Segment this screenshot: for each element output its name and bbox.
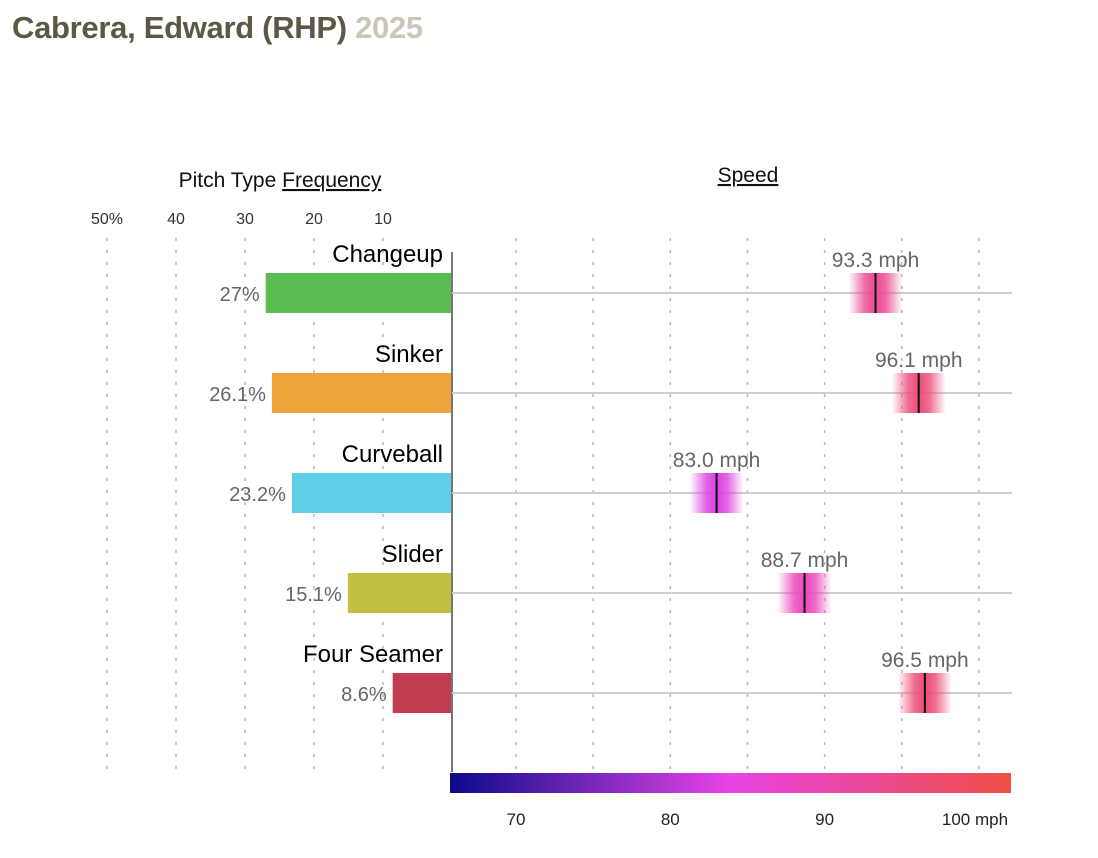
frequency-chart: Pitch Type Frequency 50% 40 30 20 10 Changeup 2… <box>91 169 453 772</box>
frequency-value-label: 23.2% <box>229 484 286 506</box>
frequency-value-label: 27% <box>220 284 260 306</box>
page-title: Cabrera, Edward (RHP) 2025 <box>12 10 423 46</box>
pitch-type-label: Curveball <box>342 441 443 468</box>
frequency-bar <box>265 273 452 313</box>
frequency-bar <box>271 373 452 413</box>
frequency-bar <box>291 473 452 513</box>
frequency-value-label: 15.1% <box>285 584 342 606</box>
frequency-title-link[interactable]: Frequency <box>282 169 382 192</box>
speed-color-scale <box>450 773 1011 793</box>
speed-value-label: 83.0 mph <box>673 449 761 472</box>
frequency-title-prefix: Pitch Type <box>179 169 283 192</box>
player-name: Cabrera, Edward (RHP) <box>12 10 347 45</box>
frequency-tick-label: 10 <box>374 211 392 228</box>
pitch-type-label: Sinker <box>375 341 443 368</box>
speed-tick-label: 100 mph <box>942 810 1008 829</box>
pitch-type-label: Four Seamer <box>303 641 443 668</box>
speed-value-label: 96.5 mph <box>881 649 969 672</box>
speed-tick-label: 80 <box>661 810 680 829</box>
speed-value-label: 88.7 mph <box>761 549 849 572</box>
frequency-value-label: 8.6% <box>341 684 387 706</box>
frequency-bar <box>392 673 452 713</box>
frequency-tick-label: 30 <box>236 211 254 228</box>
speed-title[interactable]: Speed <box>718 164 779 187</box>
pitch-type-label: Changeup <box>332 241 443 268</box>
speed-value-label: 93.3 mph <box>832 249 920 272</box>
speed-chart: Speed 93.3 mph 96.1 mph 83.0 mph 88.7 mph 96.… <box>450 164 1012 829</box>
frequency-tick-label: 40 <box>167 211 185 228</box>
frequency-bar <box>347 573 452 613</box>
frequency-title: Pitch Type Frequency <box>179 169 382 192</box>
frequency-value-label: 26.1% <box>209 384 266 406</box>
speed-value-label: 96.1 mph <box>875 349 963 372</box>
season-year: 2025 <box>355 10 423 45</box>
frequency-tick-label: 50% <box>91 211 123 228</box>
speed-tick-label: 70 <box>507 810 526 829</box>
speed-tick-label: 90 <box>815 810 834 829</box>
frequency-tick-label: 20 <box>305 211 323 228</box>
pitch-type-label: Slider <box>382 541 443 568</box>
